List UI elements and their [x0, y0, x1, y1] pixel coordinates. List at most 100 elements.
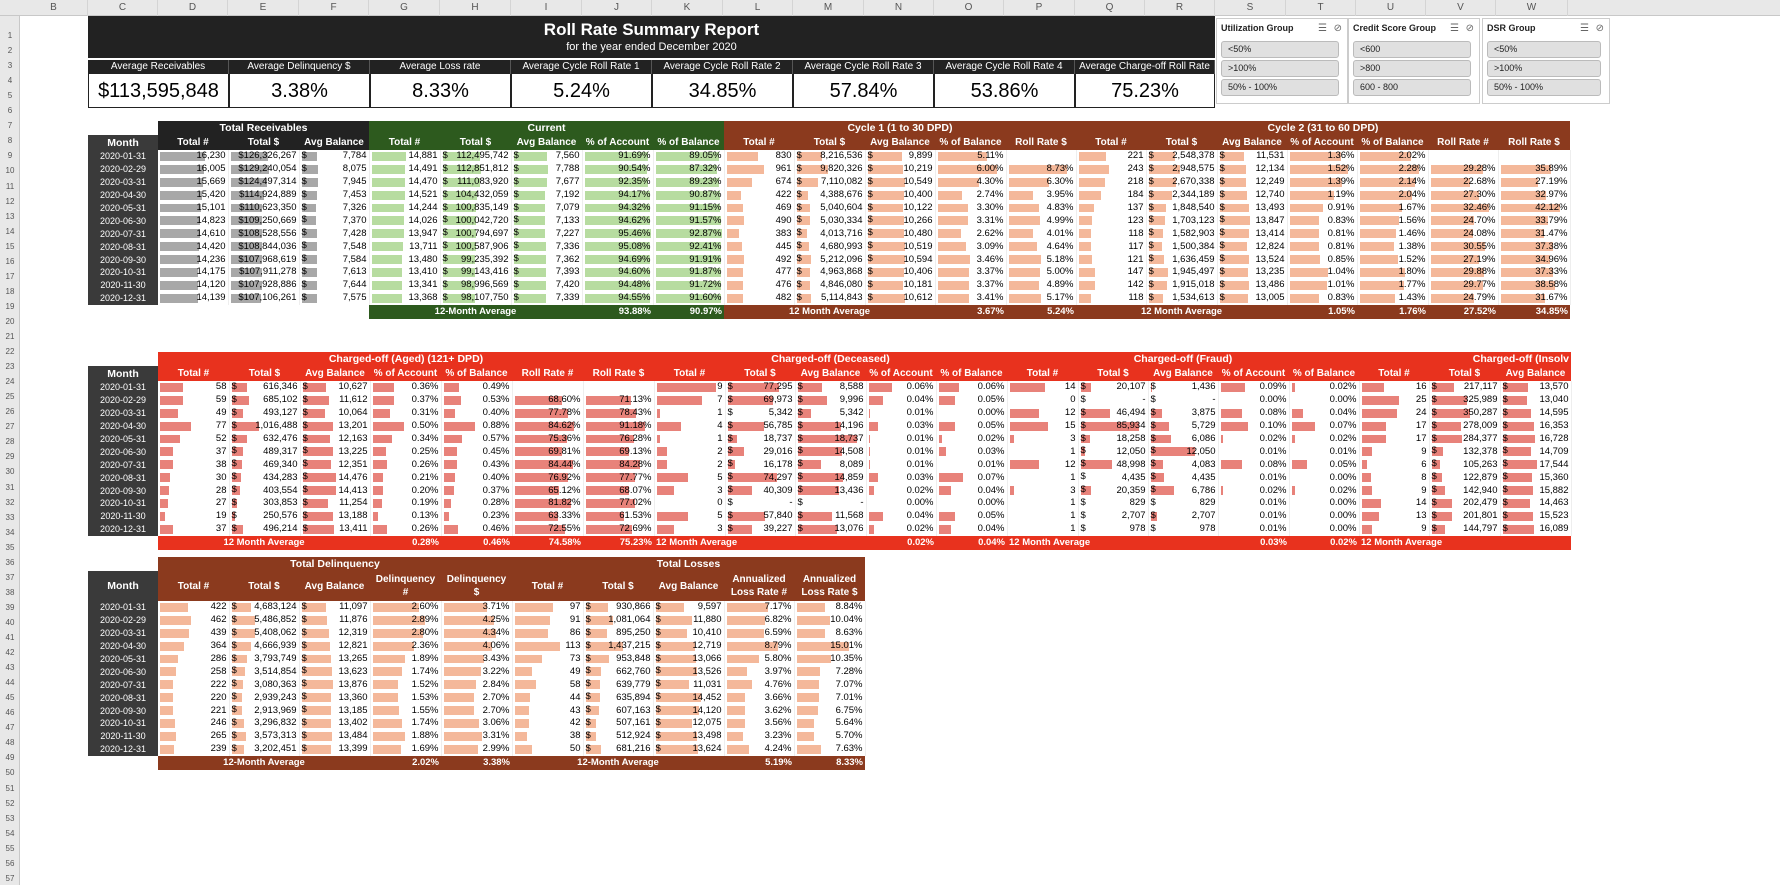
data-cell[interactable]: 0.06% — [866, 381, 937, 394]
data-cell[interactable]: 0.83% — [1287, 214, 1358, 228]
data-cell[interactable]: $13,411 — [300, 522, 371, 536]
data-cell[interactable]: $7,613 — [299, 266, 370, 279]
row-header[interactable]: 49 — [5, 753, 15, 763]
row-header[interactable]: 31 — [5, 482, 15, 492]
data-cell[interactable]: $11,254 — [300, 497, 371, 510]
data-cell[interactable]: 0.23% — [441, 509, 513, 523]
data-cell[interactable]: 13,368 — [369, 291, 441, 305]
data-cell[interactable]: 7.01% — [794, 691, 866, 705]
data-cell[interactable]: 7.17% — [724, 601, 795, 614]
data-cell[interactable]: $107,911,278 — [228, 266, 300, 279]
month-cell[interactable]: 2020-01-31 — [88, 150, 158, 163]
column-header[interactable]: T — [1286, 0, 1356, 16]
row-header[interactable]: 13 — [5, 211, 15, 221]
data-cell[interactable]: 220 — [158, 691, 230, 705]
data-cell[interactable]: 37 — [158, 522, 230, 536]
data-cell[interactable]: 6.30% — [1006, 175, 1077, 189]
data-cell[interactable]: $2,670,338 — [1146, 175, 1218, 189]
clear-filter-icon[interactable]: ⊘ — [1333, 23, 1342, 34]
row-header[interactable]: 34 — [5, 527, 15, 537]
data-cell[interactable]: $1,534,613 — [1146, 291, 1218, 305]
data-cell[interactable]: 63.33% — [512, 509, 584, 523]
data-cell[interactable]: $9,899 — [865, 150, 936, 163]
data-cell[interactable]: 4.25% — [441, 613, 513, 627]
data-cell[interactable]: 14,610 — [158, 227, 229, 241]
data-cell[interactable]: 91.60% — [653, 291, 725, 305]
row-header[interactable]: 24 — [5, 377, 15, 387]
data-cell[interactable]: 221 — [158, 704, 230, 718]
row-header[interactable]: 28 — [5, 437, 15, 447]
data-cell[interactable]: 490 — [724, 214, 795, 228]
data-cell[interactable]: 13,947 — [369, 227, 441, 241]
data-cell[interactable]: $100,835,149 — [440, 201, 512, 215]
data-cell[interactable]: $13,570 — [1500, 381, 1572, 394]
data-cell[interactable]: $11,612 — [300, 393, 371, 407]
data-cell[interactable]: 77.78% — [512, 406, 584, 420]
data-cell[interactable]: 91.57% — [653, 214, 725, 228]
data-cell[interactable]: 0.26% — [370, 522, 442, 536]
data-cell[interactable]: 7.07% — [794, 678, 866, 692]
data-cell[interactable]: $7,560 — [511, 150, 583, 163]
data-cell[interactable]: $325,989 — [1429, 393, 1501, 407]
data-cell[interactable]: 462 — [158, 613, 230, 627]
data-cell[interactable]: 383 — [724, 227, 795, 241]
column-header[interactable]: W — [1496, 0, 1568, 16]
month-cell[interactable]: 2020-10-31 — [88, 497, 158, 510]
data-cell[interactable]: 91 — [512, 613, 584, 627]
data-cell[interactable]: 5.17% — [1006, 291, 1077, 305]
data-cell[interactable]: 73 — [512, 652, 584, 666]
data-cell[interactable]: 1.74% — [370, 665, 442, 679]
data-cell[interactable]: $18,737 — [795, 432, 867, 446]
column-header[interactable]: B — [20, 0, 88, 16]
row-header[interactable]: 1 — [7, 31, 13, 40]
data-cell[interactable]: $142,940 — [1429, 484, 1501, 498]
data-cell[interactable]: 422 — [158, 601, 230, 614]
data-cell[interactable]: 78.43% — [583, 406, 655, 420]
data-cell[interactable]: 0.01% — [1218, 471, 1290, 485]
data-cell[interactable]: $13,005 — [1217, 291, 1288, 305]
data-cell[interactable]: 258 — [158, 665, 230, 679]
data-cell[interactable]: $11,097 — [299, 601, 371, 614]
data-cell[interactable]: 90.54% — [582, 162, 654, 176]
data-cell[interactable]: 0.50% — [370, 419, 442, 433]
data-cell[interactable]: 0.04% — [1289, 406, 1360, 420]
month-cell[interactable]: 2020-09-30 — [88, 704, 158, 718]
data-cell[interactable]: 2.99% — [441, 742, 513, 756]
data-cell[interactable]: $829 — [1148, 497, 1219, 510]
data-cell[interactable]: $434,283 — [229, 471, 301, 485]
data-cell[interactable]: 13,410 — [369, 266, 441, 279]
data-cell[interactable]: $895,250 — [583, 626, 654, 640]
data-cell[interactable]: $202,479 — [1429, 497, 1501, 510]
data-cell[interactable]: $201,801 — [1429, 509, 1501, 523]
data-cell[interactable]: $11,880 — [653, 613, 725, 627]
data-cell[interactable]: 91.72% — [653, 278, 725, 292]
data-cell[interactable]: $9,597 — [653, 601, 725, 614]
data-cell[interactable]: $13,498 — [653, 729, 725, 743]
row-header[interactable]: 39 — [5, 602, 15, 612]
data-cell[interactable]: 0.05% — [1289, 458, 1360, 472]
data-cell[interactable]: $2,344,189 — [1146, 188, 1218, 202]
data-cell[interactable]: $5,342 — [795, 406, 867, 420]
data-cell[interactable]: $2,913,969 — [229, 704, 300, 718]
data-cell[interactable]: $13,623 — [299, 665, 371, 679]
row-header[interactable]: 3 — [7, 61, 13, 71]
data-cell[interactable]: 19 — [158, 509, 230, 523]
data-cell[interactable]: 4.89% — [1006, 278, 1077, 292]
data-cell[interactable]: 1.43% — [1357, 291, 1429, 305]
data-cell[interactable]: 4.24% — [724, 742, 795, 756]
data-cell[interactable]: $12,719 — [653, 639, 725, 653]
data-cell[interactable]: 0.03% — [936, 445, 1008, 459]
data-cell[interactable]: $7,370 — [299, 214, 370, 228]
data-cell[interactable]: 89.05% — [653, 150, 725, 163]
data-cell[interactable]: $4,435 — [1148, 471, 1219, 485]
data-cell[interactable]: 69.13% — [583, 445, 655, 459]
data-cell[interactable]: 8.63% — [794, 626, 866, 640]
data-cell[interactable]: $13,624 — [653, 742, 725, 756]
data-cell[interactable]: 14,120 — [158, 278, 229, 292]
data-cell[interactable]: $217,117 — [1429, 381, 1501, 394]
slicer-1[interactable]: Utilization Group ☰ ⊘ <50% >100% 50% - 100% — [1216, 18, 1348, 104]
row-header[interactable]: 8 — [7, 136, 13, 146]
data-cell[interactable]: $107,968,619 — [228, 253, 300, 267]
